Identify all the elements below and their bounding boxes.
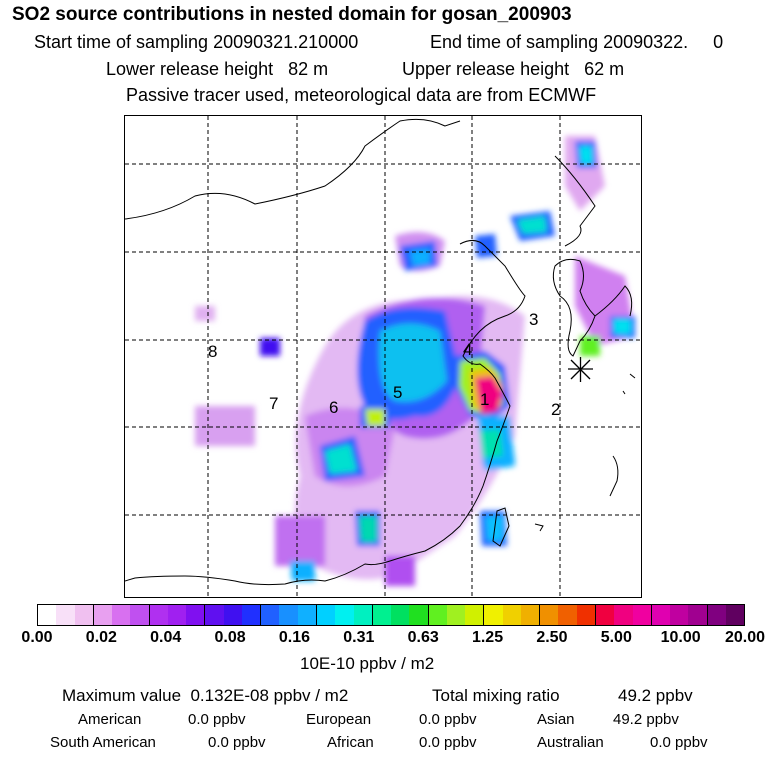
end-time-label: End time of sampling 20090322. 0 — [430, 32, 724, 52]
colorbar-swatch — [539, 605, 559, 625]
colorbar-swatch — [688, 605, 707, 625]
african-name: African — [327, 734, 374, 751]
start-time-label: Start time of sampling 20090321.210000 — [34, 32, 359, 52]
map-title: SO2 source contributions in nested domai… — [12, 4, 572, 25]
colorbar-tick-label: 2.50 — [536, 629, 568, 646]
australian-value: 0.0 ppbv — [650, 734, 708, 751]
lower-release-height: Lower release height 82 m — [106, 59, 329, 79]
european-name: European — [306, 711, 372, 728]
colorbar-swatch — [409, 605, 428, 625]
colorbar-swatch — [112, 605, 131, 625]
american-value: 0.0 ppbv — [188, 711, 246, 728]
coastline — [125, 118, 636, 586]
colorbar — [37, 604, 745, 626]
region-label-6: 6 — [329, 398, 339, 417]
colorbar-swatch — [353, 605, 372, 625]
colorbar-swatch — [74, 605, 93, 625]
colorbar-swatch — [241, 605, 261, 625]
colorbar-tick-label: 0.00 — [21, 629, 53, 646]
colorbar-swatch — [632, 605, 651, 625]
colorbar-swatch — [594, 605, 615, 625]
european-value: 0.0 ppbv — [419, 711, 477, 728]
total-mixing-value: 49.2 ppbv — [618, 686, 693, 705]
contribution-map: 1 2 3 4 5 6 7 8 — [124, 115, 642, 598]
colorbar-tick-label: 0.02 — [85, 629, 117, 646]
colorbar-swatch — [576, 605, 595, 625]
colorbar-swatch — [92, 605, 113, 625]
colorbar-swatch — [130, 605, 149, 625]
colorbar-tick-label: 1.25 — [471, 629, 504, 646]
colorbar-swatch — [706, 605, 726, 625]
colorbar-swatch — [502, 605, 521, 625]
colorbar-swatch — [614, 605, 633, 625]
colorbar-swatch — [223, 605, 242, 625]
region-label-1: 1 — [480, 390, 490, 409]
map-canvas — [125, 116, 641, 597]
colorbar-swatch — [483, 605, 503, 625]
colorbar-swatch — [186, 605, 205, 625]
region-label-8: 8 — [208, 342, 218, 361]
asian-value: 49.2 ppbv — [613, 711, 679, 728]
region-label-5: 5 — [393, 383, 403, 402]
colorbar-swatch — [427, 605, 447, 625]
south-american-name: South American — [50, 734, 156, 751]
colorbar-tick-label: 20.00 — [724, 629, 766, 646]
colorbar-tick-label: 5.00 — [600, 629, 632, 646]
colorbar-swatch — [204, 605, 224, 625]
colorbar-swatch — [371, 605, 392, 625]
receptor-marker — [568, 357, 593, 382]
colorbar-swatch — [650, 605, 671, 625]
upper-release-height: Upper release height 62 m — [402, 59, 625, 79]
colorbar-swatch — [279, 605, 298, 625]
colorbar-swatch — [670, 605, 689, 625]
colorbar-swatch — [520, 605, 540, 625]
colorbar-swatch — [167, 605, 187, 625]
colorbar-swatch — [56, 605, 75, 625]
total-mixing-label: Total mixing ratio — [432, 686, 560, 705]
colorbar-swatch — [260, 605, 280, 625]
region-label-2: 2 — [551, 400, 561, 419]
colorbar-swatch — [558, 605, 577, 625]
south-american-value: 0.0 ppbv — [208, 734, 266, 751]
colorbar-tick-label: 0.16 — [278, 629, 311, 646]
american-name: American — [78, 711, 142, 728]
australian-name: Australian — [537, 734, 604, 751]
contribution-field — [195, 136, 635, 586]
african-value: 0.0 ppbv — [419, 734, 477, 751]
region-label-7: 7 — [269, 394, 279, 413]
region-label-4: 4 — [463, 340, 473, 359]
asian-name: Asian — [537, 711, 575, 728]
colorbar-swatch — [465, 605, 484, 625]
colorbar-swatch — [446, 605, 466, 625]
colorbar-unit: 10E-10 ppbv / m2 — [300, 654, 435, 673]
max-value-label: Maximum value 0.132E-08 ppbv / m2 — [62, 686, 349, 705]
colorbar-tick-label: 0.31 — [343, 629, 375, 646]
colorbar-swatch — [148, 605, 168, 625]
colorbar-swatch — [725, 605, 745, 625]
colorbar-swatch — [335, 605, 354, 625]
colorbar-tick-label: 0.08 — [214, 629, 246, 646]
colorbar-swatch — [38, 605, 57, 625]
colorbar-tick-label: 0.63 — [407, 629, 439, 646]
colorbar-swatch — [297, 605, 316, 625]
tracer-note: Passive tracer used, meteorological data… — [126, 85, 597, 105]
colorbar-tick-label: 10.00 — [660, 629, 701, 646]
map-grid — [125, 116, 641, 597]
colorbar-swatch — [391, 605, 410, 625]
region-label-3: 3 — [529, 310, 539, 329]
colorbar-tick-label: 0.04 — [150, 629, 182, 646]
colorbar-swatch — [315, 605, 336, 625]
